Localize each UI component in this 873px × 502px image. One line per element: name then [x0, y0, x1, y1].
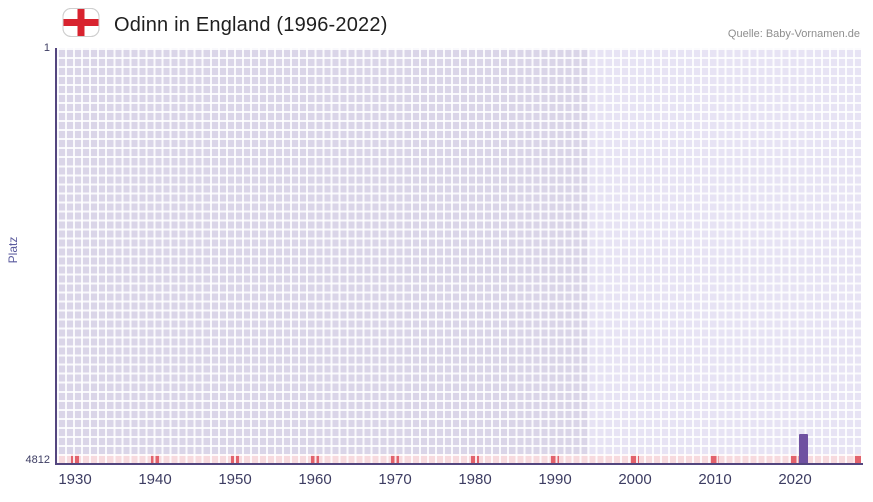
page-title: Odinn in England (1996-2022)	[114, 14, 388, 36]
plot-area	[57, 48, 861, 463]
x-tick-label: 2010	[698, 471, 732, 488]
x-axis-line	[55, 463, 863, 465]
x-tick-label: 1990	[538, 471, 572, 488]
source-credit: Quelle: Baby-Vornamen.de	[727, 28, 860, 40]
x-tick-label: 2000	[618, 471, 652, 488]
y-tick-top: 1	[43, 42, 50, 54]
grid-overlay	[57, 48, 861, 463]
x-tick-label: 1940	[138, 471, 172, 488]
england-flag-icon	[62, 8, 100, 37]
rank-bar-2021	[798, 434, 808, 463]
x-tick-label: 1980	[458, 471, 492, 488]
y-tick-bottom: 4812	[25, 454, 50, 466]
x-tick-label: 1960	[298, 471, 332, 488]
x-tick-label: 1950	[218, 471, 252, 488]
x-tick-label: 2020	[778, 471, 812, 488]
y-axis-label: Platz	[6, 236, 20, 264]
x-tick-label: 1970	[378, 471, 412, 488]
x-axis-tick-labels: 1930 1940 1950 1960 1970 1980 1990 2000 2010 2020	[57, 471, 861, 493]
y-axis-line	[55, 48, 57, 465]
x-tick-label: 1930	[58, 471, 92, 488]
